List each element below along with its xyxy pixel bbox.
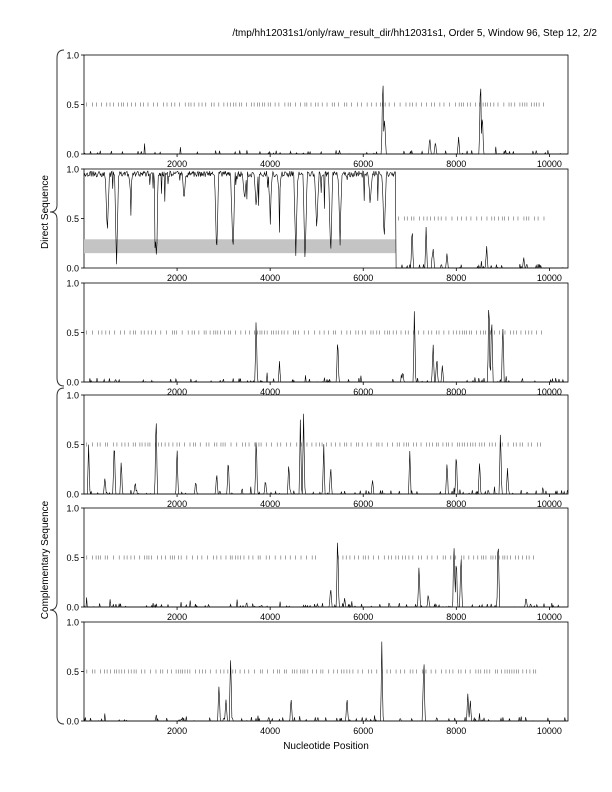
x-tick-label: 6000 bbox=[353, 726, 373, 736]
x-tick-label: 10000 bbox=[537, 273, 562, 283]
y-tick-label: 0.5 bbox=[66, 440, 79, 450]
marker-row bbox=[86, 669, 537, 674]
marker-row bbox=[86, 442, 541, 447]
marker-row bbox=[86, 330, 542, 335]
y-tick-label: 0.0 bbox=[66, 717, 79, 727]
x-tick-label: 10000 bbox=[537, 612, 562, 622]
shaded-band bbox=[84, 239, 396, 254]
series-line bbox=[83, 542, 568, 609]
x-tick-label: 10000 bbox=[537, 499, 562, 509]
x-axis-label: Nucleotide Position bbox=[283, 741, 369, 752]
series-line bbox=[84, 309, 568, 383]
marker-row bbox=[86, 102, 544, 107]
panel-frame bbox=[83, 282, 569, 383]
panel-3: 0.0 0.5 1.0 2000 4000 6000 8000 10000 bbox=[66, 279, 569, 397]
y-tick-label: 0.5 bbox=[66, 667, 79, 677]
panel-5: 0.0 0.5 1.0 2000 4000 6000 8000 10000 bbox=[66, 504, 569, 622]
panel-4: 0.0 0.5 1.0 2000 4000 6000 8000 10000 bbox=[66, 391, 569, 509]
x-tick-label: 6000 bbox=[353, 159, 373, 169]
x-tick-label: 4000 bbox=[260, 499, 280, 509]
series-line bbox=[84, 413, 568, 496]
y-tick-label: 0.5 bbox=[66, 553, 79, 563]
panel-6: 0.0 0.5 1.0 2000 4000 6000 8000 10000 bbox=[66, 618, 569, 736]
y-tick-label: 0.5 bbox=[66, 214, 79, 224]
y-tick-label: 0.0 bbox=[66, 378, 79, 388]
y-tick-label: 0.0 bbox=[66, 150, 79, 160]
x-tick-label: 2000 bbox=[167, 499, 187, 509]
y-tick-label: 1.0 bbox=[66, 165, 79, 175]
x-tick-label: 6000 bbox=[353, 612, 373, 622]
x-tick-label: 8000 bbox=[446, 726, 466, 736]
chart-panels: 0.0 0.5 1.0 2000 4000 6000 8000 10000 0.0 0.5 1.0 2… bbox=[66, 51, 569, 736]
y-tick-label: 0.0 bbox=[66, 603, 79, 613]
series-line bbox=[83, 641, 568, 723]
x-tick-label: 2000 bbox=[167, 726, 187, 736]
panel-1: 0.0 0.5 1.0 2000 4000 6000 8000 10000 bbox=[66, 51, 569, 169]
x-tick-label: 8000 bbox=[446, 387, 466, 397]
y-tick-label: 1.0 bbox=[66, 618, 79, 628]
x-tick-label: 6000 bbox=[353, 273, 373, 283]
x-tick-label: 2000 bbox=[167, 273, 187, 283]
x-tick-label: 10000 bbox=[537, 159, 562, 169]
series-line bbox=[83, 170, 568, 269]
x-tick-label: 4000 bbox=[260, 159, 280, 169]
x-tick-label: 10000 bbox=[537, 387, 562, 397]
y-tick-label: 0.0 bbox=[66, 264, 79, 274]
x-tick-label: 6000 bbox=[353, 499, 373, 509]
direct-sequence-label: Direct Sequence bbox=[40, 175, 51, 249]
panel-2: 0.0 0.5 1.0 2000 4000 6000 8000 10000 bbox=[66, 165, 569, 283]
x-tick-label: 8000 bbox=[446, 273, 466, 283]
x-tick-label: 2000 bbox=[167, 612, 187, 622]
marker-row bbox=[398, 216, 545, 221]
x-tick-label: 4000 bbox=[260, 387, 280, 397]
x-tick-label: 2000 bbox=[167, 387, 187, 397]
y-tick-label: 0.5 bbox=[66, 100, 79, 110]
complementary-group-brace bbox=[49, 387, 65, 725]
x-tick-label: 4000 bbox=[260, 273, 280, 283]
x-tick-label: 4000 bbox=[260, 726, 280, 736]
chart-title: /tmp/hh12031s1/only/raw_result_dir/hh120… bbox=[232, 28, 597, 39]
panel-frame bbox=[83, 54, 569, 155]
y-tick-label: 1.0 bbox=[66, 279, 79, 289]
x-tick-label: 8000 bbox=[446, 499, 466, 509]
x-tick-label: 2000 bbox=[167, 159, 187, 169]
marker-row bbox=[86, 555, 534, 560]
y-tick-label: 0.0 bbox=[66, 490, 79, 500]
y-tick-label: 0.5 bbox=[66, 328, 79, 338]
x-tick-label: 8000 bbox=[446, 159, 466, 169]
x-tick-label: 8000 bbox=[446, 612, 466, 622]
x-tick-label: 10000 bbox=[537, 726, 562, 736]
series-line bbox=[83, 85, 568, 155]
x-tick-label: 6000 bbox=[353, 387, 373, 397]
x-tick-label: 4000 bbox=[260, 612, 280, 622]
y-tick-label: 1.0 bbox=[66, 51, 79, 61]
y-tick-label: 1.0 bbox=[66, 504, 79, 514]
direct-group-brace bbox=[49, 49, 65, 387]
y-tick-label: 1.0 bbox=[66, 391, 79, 401]
complementary-sequence-label: Complementary Sequence bbox=[40, 500, 51, 619]
